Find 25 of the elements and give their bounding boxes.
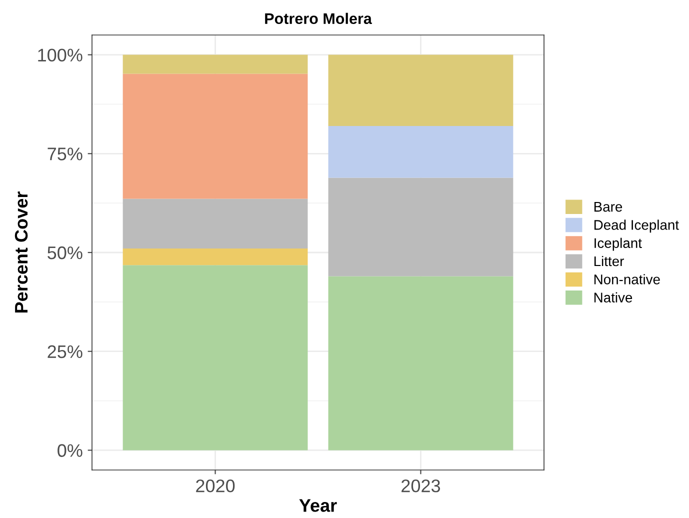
x-axis-title: Year [299, 499, 337, 512]
x-tick-label: 2020 [196, 480, 235, 492]
y-tick-label: 25% [48, 345, 82, 358]
legend-label: Litter [594, 256, 624, 266]
y-tick-label: 75% [48, 148, 82, 160]
bar [328, 276, 514, 450]
bar [328, 178, 514, 276]
legend-label: Dead Iceplant [594, 220, 679, 233]
x-tick-label: 2023 [402, 480, 440, 492]
legend-label: Native [594, 292, 632, 302]
bar [122, 198, 308, 249]
y-tick-label: 100% [38, 48, 82, 62]
y-tick-label: 50% [48, 246, 82, 260]
y-tick-label: 0% [58, 444, 82, 457]
bar [122, 248, 308, 266]
legend-label: Iceplant [594, 238, 642, 251]
bar [122, 74, 308, 199]
bar [122, 54, 308, 74]
y-axis-title: Percent Cover [14, 192, 28, 313]
chart-title: Potrero Molera [265, 12, 372, 24]
bar [328, 126, 514, 178]
bar [122, 265, 308, 450]
legend-label: Bare [594, 202, 622, 212]
bar [328, 54, 514, 126]
legend-label: Non-native [594, 274, 660, 284]
